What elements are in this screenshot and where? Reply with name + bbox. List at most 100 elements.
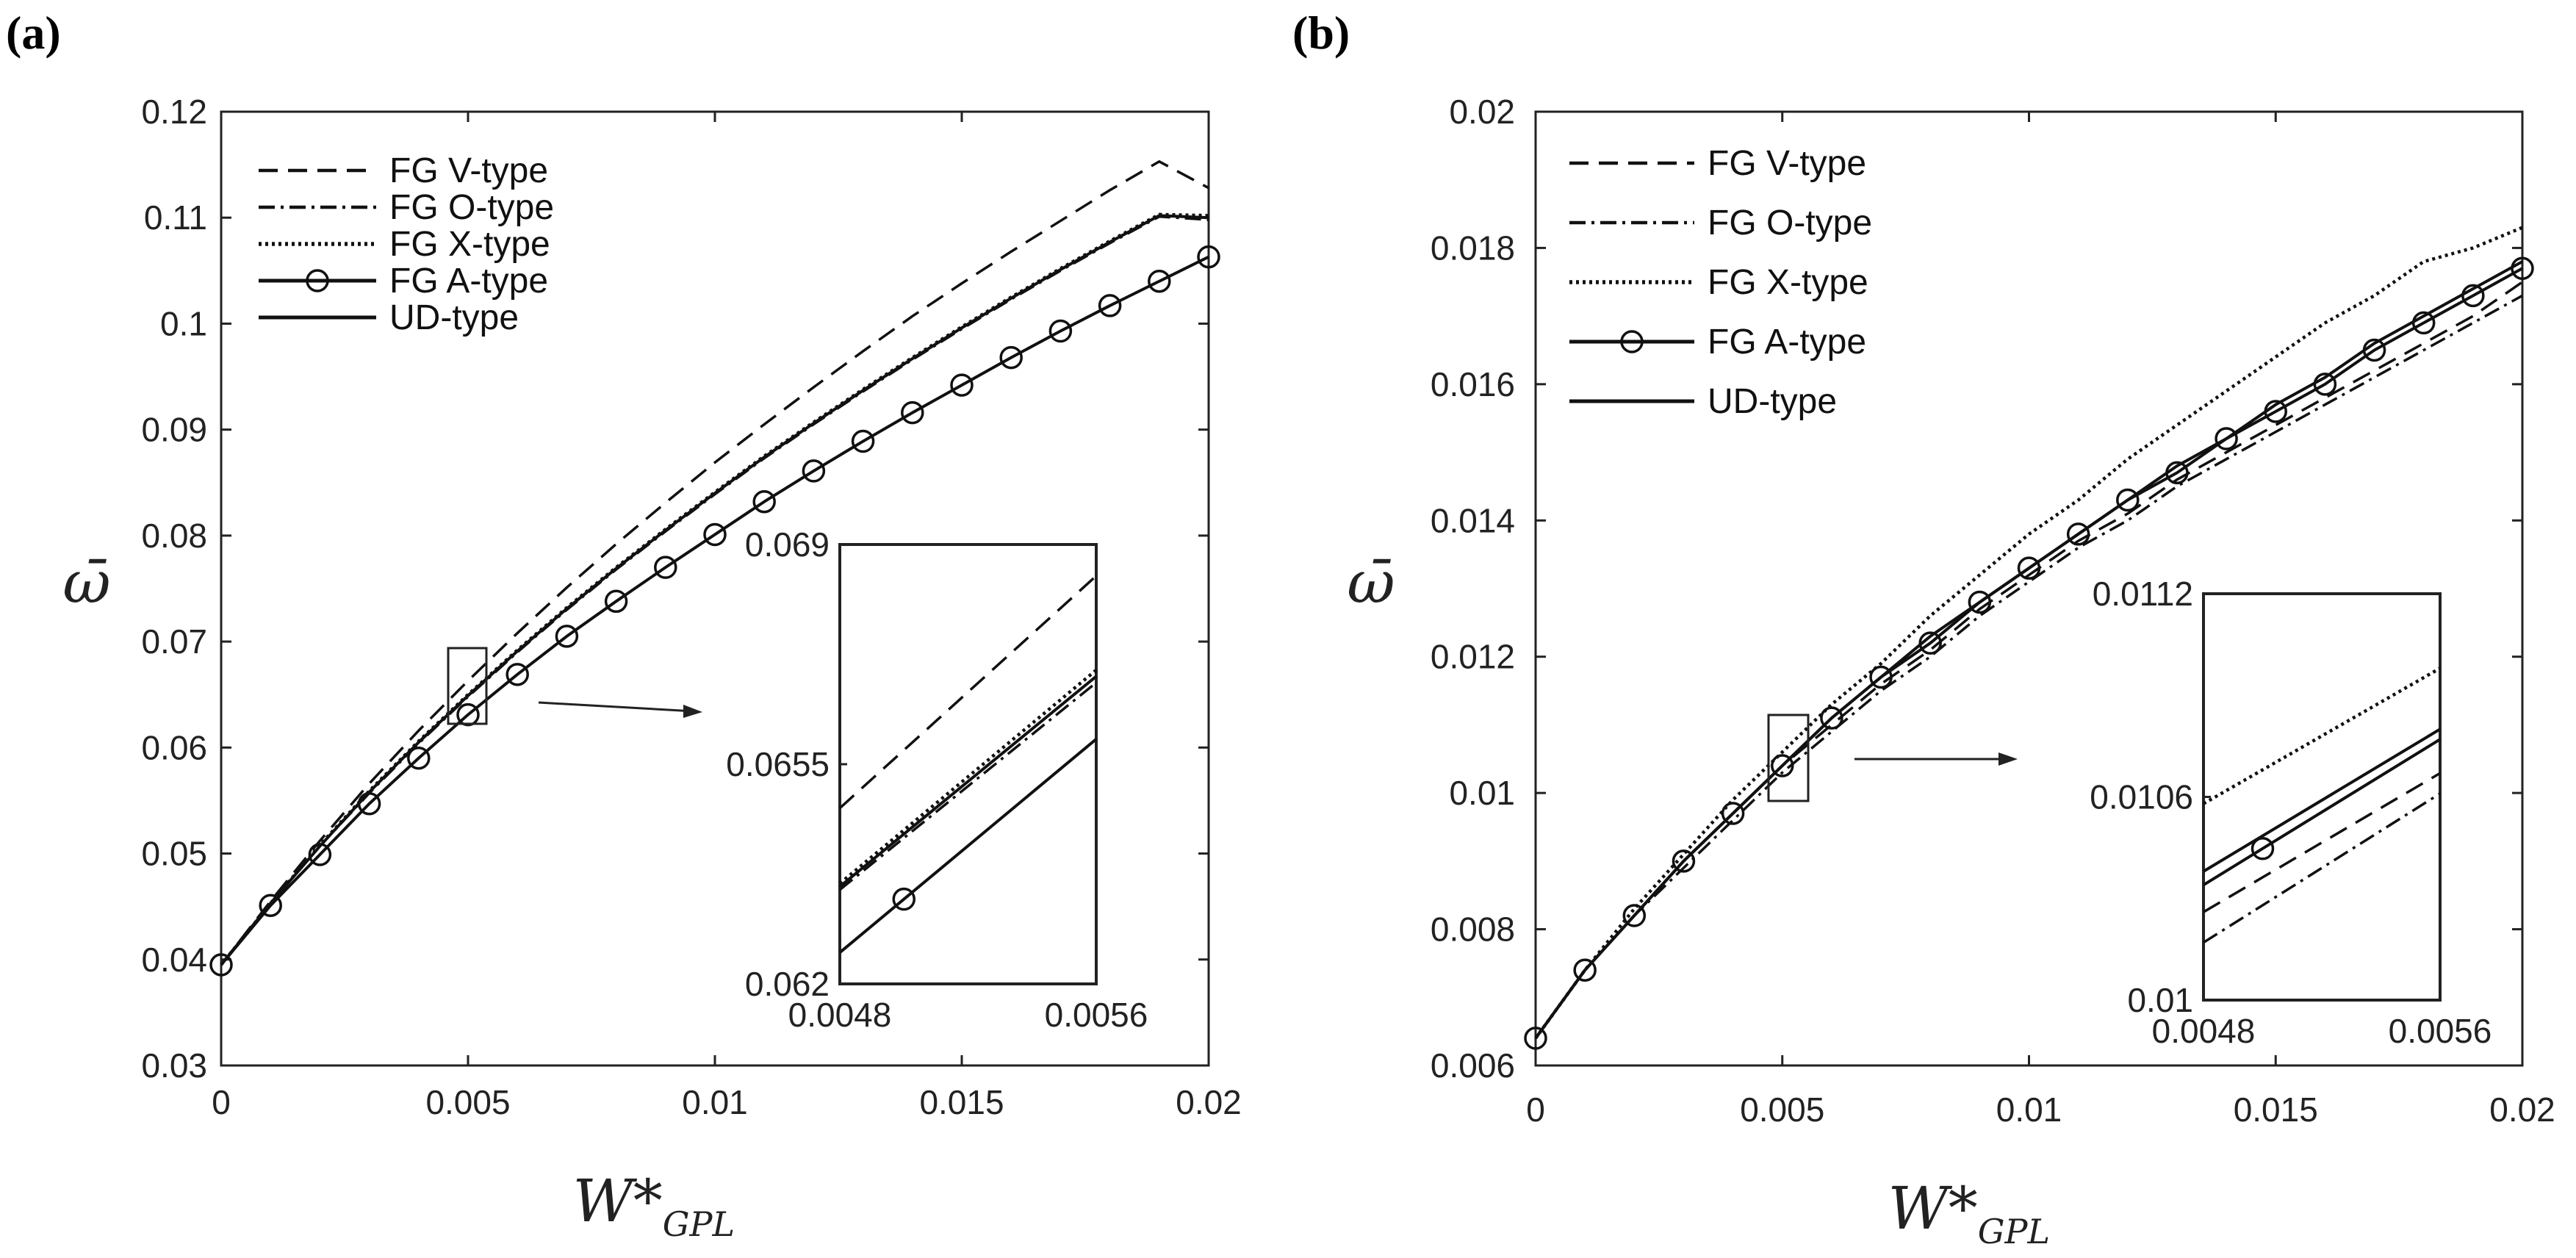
y-tick-label: 0.018 <box>1431 229 1515 267</box>
x-tick-label: 0.01 <box>1996 1090 2062 1129</box>
series-marker <box>1148 270 1171 293</box>
y-tick-label: 0.006 <box>1431 1046 1515 1085</box>
series-marker <box>1968 590 1992 614</box>
panel-label-a: (a) <box>6 7 61 59</box>
series-marker <box>752 489 776 514</box>
legend-label: FG X-type <box>389 225 550 264</box>
inset-y-ticks-a: 0.062 0.0655 0.069 <box>726 525 847 1003</box>
inset-series-marker <box>2251 837 2275 860</box>
legend-marker <box>1620 330 1644 353</box>
x-tick-label: 0 <box>212 1083 231 1121</box>
inset-series-b <box>2202 666 2442 944</box>
y-tick-label: 0.012 <box>1431 638 1515 676</box>
x-tick-label: 0.005 <box>425 1083 510 1121</box>
inset-series-line-fg-o-type <box>2203 792 2441 944</box>
series-marker <box>407 747 431 770</box>
y-tick-label: 0.1 <box>160 304 207 342</box>
inset-series-marker <box>892 887 915 911</box>
y-tick-label: 0.08 <box>141 517 207 555</box>
legend-label: FG X-type <box>1708 263 1868 302</box>
chart-panel-a: (a) 0.030.040.050.060.070.080.090.10.110… <box>6 7 1242 1244</box>
x-axis-label-main-a: W* <box>573 1167 663 1235</box>
y-tick-label: 0.008 <box>1431 910 1515 949</box>
inset-series-line-fg-o-type <box>838 681 1098 891</box>
legend-label: FG O-type <box>389 188 554 227</box>
inset-frame-a <box>838 543 1098 985</box>
inset-series-line-fg-a-type <box>838 738 1098 954</box>
legend-label: UD-type <box>389 298 519 337</box>
legend-label: FG V-type <box>389 151 548 190</box>
y-tick-label: 0.06 <box>141 728 207 766</box>
inset-x-ticks-a: 0.0048 0.0056 <box>788 996 1148 1034</box>
inset-x-tick-label: 0.0048 <box>788 996 892 1034</box>
x-axis-label-main-b: W* <box>1888 1174 1978 1243</box>
series-marker <box>1721 802 1745 825</box>
series-marker <box>654 556 677 579</box>
inset-y-tick-label: 0.062 <box>745 965 830 1003</box>
series-marker <box>1869 665 1893 689</box>
series-marker <box>1573 958 1597 982</box>
y-tick-label: 0.02 <box>1449 93 1515 131</box>
x-axis-label-b: W*GPL <box>1888 1174 2050 1251</box>
series-marker <box>1524 1027 1547 1050</box>
panel-label-b: (b) <box>1292 7 1350 59</box>
legend-label: FG A-type <box>1708 323 1866 362</box>
zoom-box-b <box>1767 714 1810 802</box>
inset-y-tick-label: 0.0655 <box>726 745 830 783</box>
inset-x-tick-label: 0.0056 <box>2389 1012 2492 1050</box>
series-line-ud-type <box>1534 260 2523 1040</box>
y-tick-label: 0.07 <box>141 622 207 661</box>
zoom-arrow-a <box>538 701 694 713</box>
zoom-arrow-head-a <box>683 705 702 718</box>
x-tick-label: 0.015 <box>919 1083 1004 1121</box>
series-line-fg-o-type <box>1534 294 2523 1039</box>
series-marker <box>1197 245 1220 269</box>
zoom-arrow-head-b <box>1998 752 2018 766</box>
x-tick-label: 0.01 <box>682 1083 748 1121</box>
series-marker <box>1622 904 1647 927</box>
x-axis-label-sub-a: GPL <box>663 1204 735 1244</box>
series-line-fg-v-type <box>220 160 1209 966</box>
inset-x-tick-label: 0.0048 <box>2152 1012 2256 1050</box>
inset-series-a <box>838 575 1098 954</box>
y-axis-ticks-a: 0.03 0.04 0.05 0.06 0.07 0.08 0.09 0.1 0.11 0.12 <box>141 93 1209 1085</box>
series-marker <box>1820 706 1843 730</box>
series-line-fg-x-type <box>1534 226 2523 1040</box>
series-marker <box>1771 754 1794 777</box>
y-tick-label: 0.11 <box>144 198 207 237</box>
y-tick-label: 0.04 <box>141 941 207 979</box>
inset-y-tick-label: 0.01 <box>2127 981 2193 1019</box>
x-tick-label: 0.02 <box>2489 1090 2555 1129</box>
series-marker <box>456 702 480 727</box>
x-axis-label-sub-b: GPL <box>1978 1212 2050 1251</box>
x-axis-ticks-a: 0 0.005 0.01 0.015 0.02 <box>212 112 1242 1121</box>
series-marker <box>2017 556 2041 580</box>
legend-label: UD-type <box>1708 382 1837 421</box>
inset-series-line-fg-x-type <box>838 669 1098 885</box>
zoom-box-a <box>447 647 488 725</box>
series-marker <box>2066 522 2090 546</box>
series-line-ud-type <box>220 214 1209 966</box>
x-tick-label: 0 <box>1526 1090 1545 1129</box>
x-tick-label: 0.015 <box>2234 1090 2318 1129</box>
series-marker <box>851 429 875 453</box>
legend-label: FG A-type <box>389 262 548 301</box>
series-marker <box>950 373 974 397</box>
series-marker <box>1672 849 1696 873</box>
series-marker <box>2116 488 2140 512</box>
series-marker <box>1048 319 1073 343</box>
x-tick-label: 0.02 <box>1176 1083 1242 1121</box>
y-axis-label-a: ω̄ <box>62 548 110 617</box>
series-marker <box>506 663 529 686</box>
y-axis-ticks-b: 0.006 0.008 0.01 0.012 0.014 0.016 0.018 0.02 <box>1431 93 2522 1085</box>
series-marker <box>209 953 233 977</box>
inset-series-line-fg-a-type <box>2202 738 2442 887</box>
y-tick-label: 0.014 <box>1431 501 1515 539</box>
y-tick-label: 0.12 <box>141 93 207 131</box>
series-marker <box>1098 294 1122 317</box>
inset-frame-b <box>2202 592 2442 1002</box>
series-line-fg-a-type <box>220 255 1209 966</box>
inset-y-tick-label: 0.0106 <box>2090 778 2193 816</box>
series-marker <box>802 459 826 483</box>
inset-y-tick-label: 0.0112 <box>2093 575 2193 613</box>
